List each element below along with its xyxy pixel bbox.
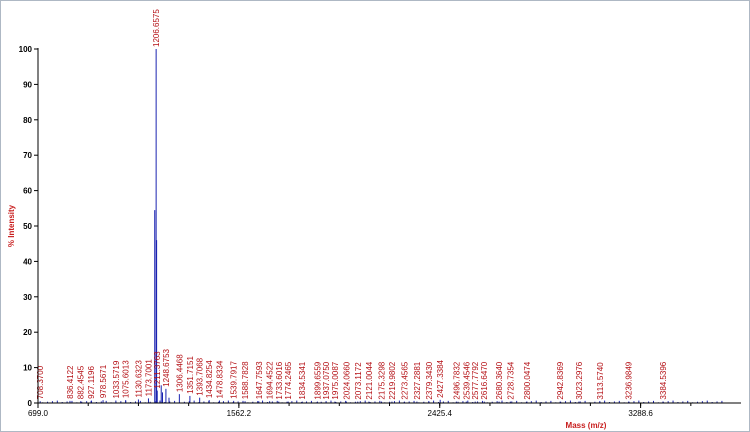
peak-label: 978.5671 [99,364,108,398]
peak-label: 1130.6323 [134,360,143,398]
y-tick-label: 40 [23,257,32,266]
peak-label: 3023.2976 [575,361,584,399]
y-axis-label: % Intensity [7,204,16,247]
peak-label: 1306.4468 [175,354,184,392]
peak-label: 3384.5396 [659,361,668,399]
peak-label: 1351.7151 [186,356,195,394]
peak-label: 2175.3298 [378,361,387,399]
y-tick-label: 30 [23,293,32,302]
peak-label: 2427.3384 [436,359,445,397]
peak-label: 1173.7001 [144,359,153,397]
peaks-layer [39,49,723,403]
peak-label: 927.1196 [87,366,96,399]
peak-label: 2942.8369 [556,361,565,399]
y-ticks-layer: 0 10 20 30 40 50 60 70 80 90 100 [19,45,38,408]
y-tick-label: 0 [28,399,33,408]
x-axis-label: Mass (m/z) [566,421,607,430]
peak-label: 1774.2465 [284,361,293,399]
peak-label: 1211.3763 [153,351,162,389]
peak-label: 1539.7917 [230,361,239,399]
peak-label: 1899.6559 [313,361,322,399]
peak-label: 1733.6016 [275,361,284,399]
peak-label: 2273.4565 [400,361,409,399]
peak-label: 2728.7354 [506,361,515,399]
peak-label: 2800.0474 [523,361,532,399]
peak-label: 1647.7593 [255,361,264,399]
y-tick-label: 10 [23,364,32,373]
peak-label: 2024.0660 [342,361,351,399]
x-tick-label: 3288.6 [628,409,653,418]
y-tick-label: 100 [19,45,33,54]
peak-label: 2327.2881 [413,361,422,399]
peak-label: 1033.5719 [112,360,121,398]
y-tick-label: 50 [23,222,32,231]
axes-layer [37,48,741,404]
y-tick-label: 60 [23,187,32,196]
peak-label: 1834.5341 [298,361,307,399]
peak-label: 1393.7068 [196,357,205,395]
peak-label: 1248.6753 [162,348,171,386]
peak-label: 708.3700 [36,365,45,399]
peak-label: 2121.0044 [365,361,374,399]
y-tick-label: 70 [23,151,32,160]
peak-label: 3236.9849 [625,361,634,399]
y-tick-label: 90 [23,80,32,89]
peak-label: 1694.4522 [266,361,275,399]
peak-label: 2680.3640 [495,361,504,399]
peak-label: 2496.7832 [452,361,461,399]
peak-label: 1434.8254 [205,360,214,398]
peak-label: 1975.0087 [331,361,340,399]
peak-label: 836.4122 [66,365,75,399]
peak-label: 1588.7828 [241,361,250,399]
peak-label: 2616.6470 [480,361,489,399]
peak-label: 1937.0750 [322,361,331,399]
y-tick-label: 20 [23,328,32,337]
peak-label: 1075.6013 [122,360,131,398]
peak-label: 2073.1172 [354,362,363,400]
peak-label: 2219.9802 [388,361,397,399]
x-tick-label: 2425.4 [428,409,453,418]
y-tick-label: 80 [23,116,32,125]
peak-labels-layer: 708.3700 836.4122 882.4545 927.1196 978.5671… [36,9,668,400]
peak-label: 1206.6575 [152,9,161,47]
peak-label: 882.4545 [77,365,86,399]
peak-label: 2379.3430 [425,361,434,399]
peak-label: 2539.4546 [462,361,471,399]
x-tick-label: 699.0 [28,409,49,418]
peak-label: 1478.8334 [215,360,224,398]
peak-label: 2577.7792 [471,361,480,399]
x-tick-label: 1562.2 [227,409,252,418]
x-ticks-layer: 699.0 1562.2 2425.4 3288.6 [28,403,692,418]
peak-label: 3113.5740 [596,362,605,400]
